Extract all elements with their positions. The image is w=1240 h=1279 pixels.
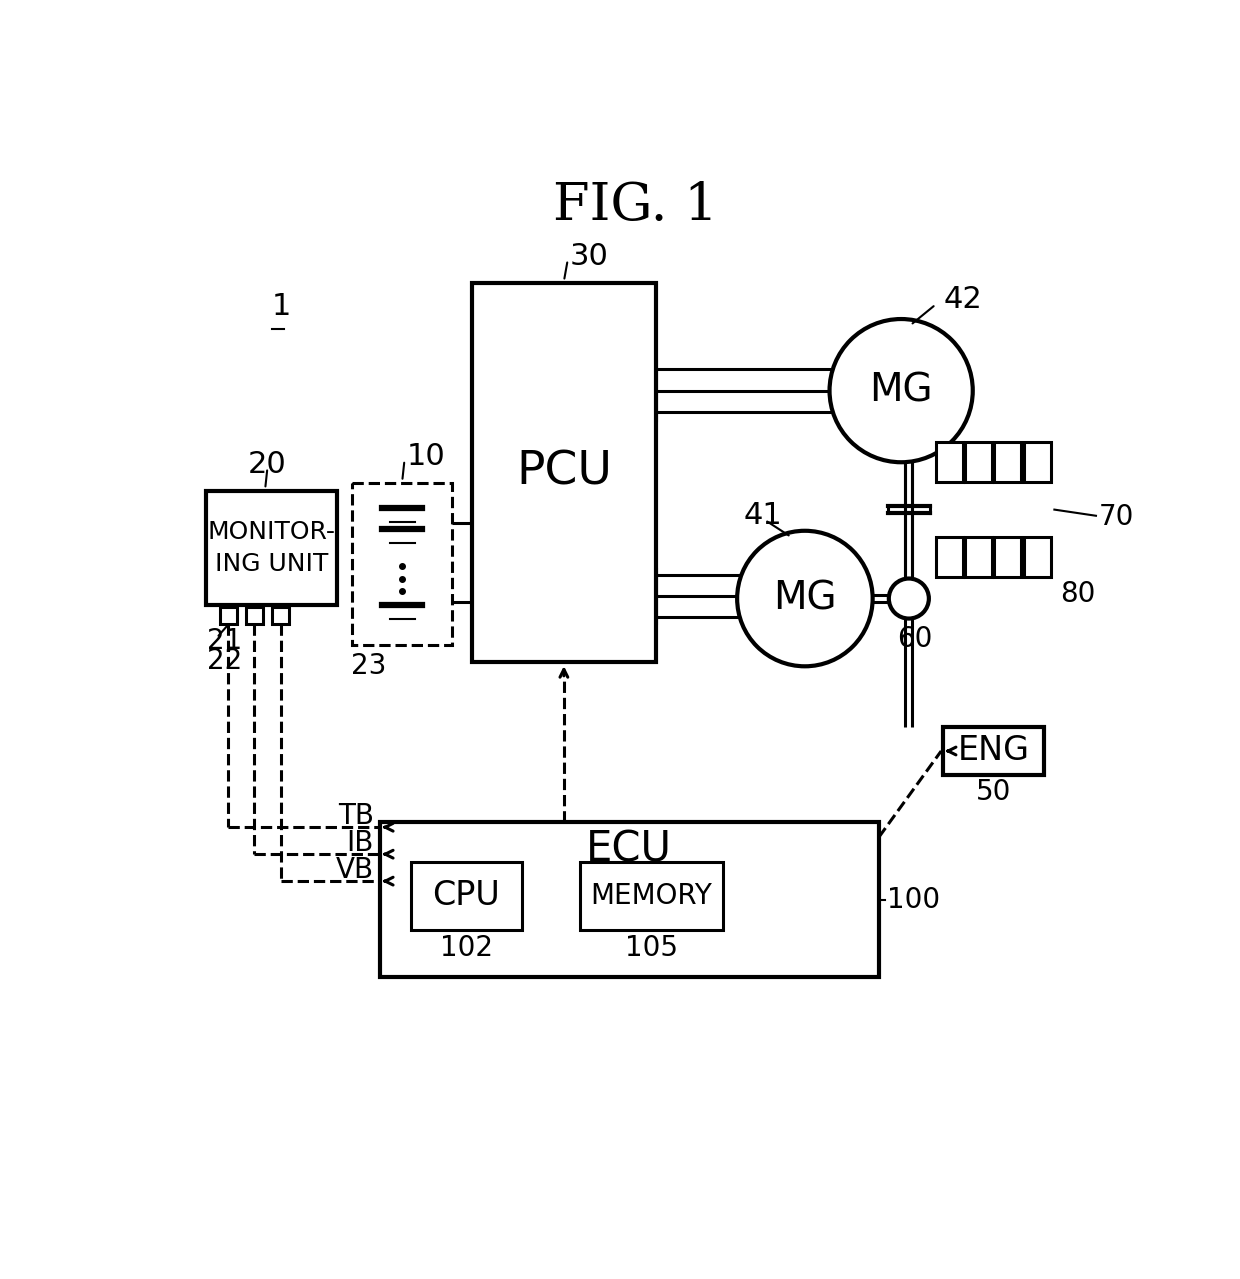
Circle shape: [737, 531, 873, 666]
Text: MG: MG: [773, 579, 837, 618]
Text: ECU: ECU: [587, 829, 672, 871]
Bar: [994, 537, 1022, 577]
Text: PCU: PCU: [516, 450, 611, 495]
Bar: [219, 608, 237, 624]
Text: 20: 20: [248, 450, 286, 480]
Bar: [352, 483, 453, 645]
Text: 70: 70: [1099, 504, 1135, 531]
Bar: [206, 491, 337, 605]
Circle shape: [889, 578, 929, 619]
Text: MONITOR-
ING UNIT: MONITOR- ING UNIT: [207, 521, 335, 576]
Bar: [1023, 537, 1050, 577]
Text: 80: 80: [1060, 579, 1096, 608]
Bar: [936, 443, 962, 482]
Bar: [472, 283, 656, 661]
Bar: [936, 537, 962, 577]
Text: 100: 100: [887, 885, 940, 913]
Text: 42: 42: [944, 285, 982, 315]
Text: 21: 21: [207, 627, 243, 655]
Text: MEMORY: MEMORY: [590, 881, 712, 909]
Bar: [1023, 443, 1050, 482]
Text: 30: 30: [570, 242, 609, 271]
Circle shape: [830, 318, 972, 462]
Text: 22: 22: [207, 647, 243, 675]
Text: 102: 102: [440, 934, 494, 962]
Bar: [246, 608, 263, 624]
Text: 105: 105: [625, 934, 678, 962]
Text: FIG. 1: FIG. 1: [553, 180, 718, 231]
Text: VB: VB: [336, 857, 373, 884]
Bar: [379, 822, 879, 977]
Text: 1: 1: [272, 293, 291, 321]
Bar: [410, 862, 522, 930]
Text: 50: 50: [976, 778, 1012, 806]
Bar: [965, 443, 992, 482]
Text: 10: 10: [407, 443, 445, 472]
Bar: [944, 728, 1044, 775]
Text: ENG: ENG: [957, 734, 1029, 767]
Text: CPU: CPU: [433, 879, 501, 912]
Text: 41: 41: [743, 501, 782, 530]
Bar: [994, 443, 1022, 482]
Bar: [580, 862, 723, 930]
Text: 60: 60: [898, 624, 932, 652]
Text: IB: IB: [346, 829, 373, 857]
Bar: [965, 537, 992, 577]
Text: TB: TB: [337, 802, 373, 830]
Text: 23: 23: [351, 652, 387, 680]
Text: MG: MG: [869, 372, 932, 409]
Bar: [272, 608, 289, 624]
